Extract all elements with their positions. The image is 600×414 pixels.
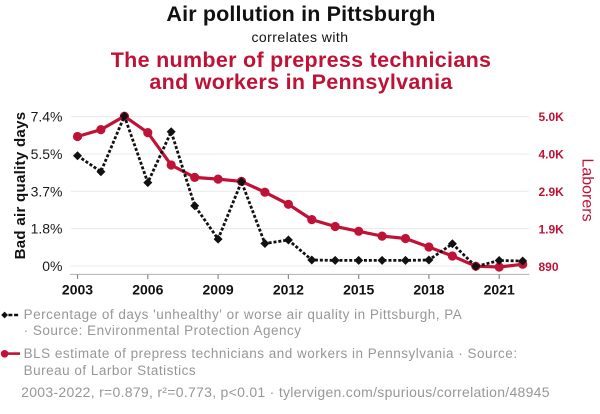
svg-text:7.4%: 7.4% bbox=[31, 109, 63, 125]
svg-text:2006: 2006 bbox=[132, 282, 163, 298]
svg-text:2018: 2018 bbox=[413, 282, 444, 298]
svg-text:2015: 2015 bbox=[343, 282, 374, 298]
svg-text:3.7%: 3.7% bbox=[31, 183, 63, 199]
svg-text:0%: 0% bbox=[42, 258, 62, 274]
svg-text:890: 890 bbox=[539, 260, 559, 274]
svg-text:Laborers: Laborers bbox=[579, 158, 596, 221]
svg-text:2021: 2021 bbox=[484, 282, 515, 298]
svg-text:5.5%: 5.5% bbox=[31, 146, 63, 162]
svg-text:2.9K: 2.9K bbox=[539, 185, 565, 199]
svg-text:2012: 2012 bbox=[273, 282, 304, 298]
svg-text:2003: 2003 bbox=[62, 282, 93, 298]
svg-text:1.8%: 1.8% bbox=[31, 221, 63, 237]
svg-text:Bad air quality days: Bad air quality days bbox=[12, 112, 29, 260]
svg-text:4.0K: 4.0K bbox=[539, 148, 565, 162]
svg-text:5.0K: 5.0K bbox=[539, 110, 565, 124]
svg-text:2009: 2009 bbox=[203, 282, 234, 298]
svg-text:1.9K: 1.9K bbox=[539, 222, 565, 236]
